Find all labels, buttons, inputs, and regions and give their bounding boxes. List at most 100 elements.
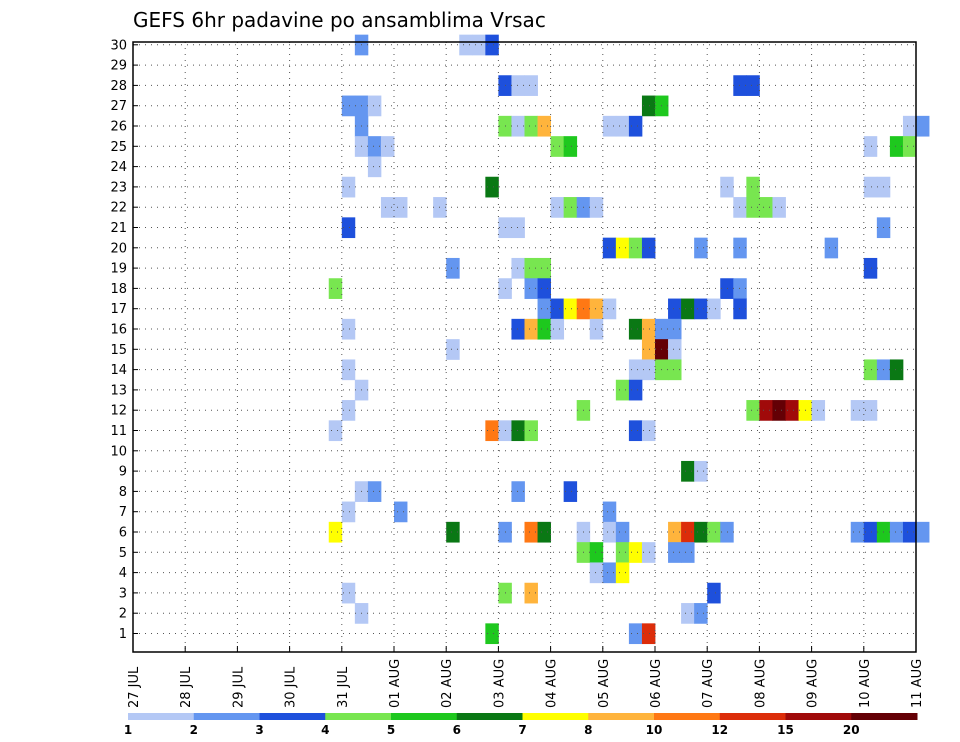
data-cell (563, 481, 578, 502)
data-cell (694, 603, 708, 624)
data-cell (668, 542, 682, 563)
data-cell (641, 318, 656, 340)
y-tick-label: 16 (110, 323, 127, 338)
colorbar-label: 12 (711, 723, 728, 737)
data-cell (341, 217, 356, 239)
y-tick-label: 3 (119, 586, 127, 601)
cells-layer (328, 34, 930, 645)
y-tick-label: 7 (119, 505, 127, 520)
data-cell (511, 257, 525, 279)
y-tick-label: 19 (110, 262, 127, 277)
data-cell (785, 400, 799, 421)
x-tick-label: 01 AUG (388, 659, 403, 708)
data-cell (380, 197, 395, 218)
data-cell (668, 298, 682, 320)
data-cell (446, 339, 460, 360)
plot-frame (132, 41, 917, 653)
data-cell (889, 359, 904, 381)
data-cell (511, 217, 525, 239)
data-cell (628, 623, 643, 645)
data-cell (772, 400, 786, 421)
x-axis-ticks: 27 JUL 28 JUL 29 JUL 30 JUL 31 JUL 01 AUG 02 A… (127, 646, 925, 708)
colorbar-label: 6 (453, 723, 461, 737)
data-cell (602, 521, 617, 543)
data-cell (524, 318, 538, 340)
data-cell (863, 136, 878, 157)
y-tick-label: 6 (119, 526, 127, 541)
y-tick-label: 28 (110, 79, 127, 94)
data-cell (341, 359, 356, 381)
colorbar-swatch (719, 713, 786, 720)
data-cell (589, 318, 604, 340)
colorbar-label: 10 (646, 723, 663, 737)
data-cell (641, 623, 656, 645)
data-cell (733, 197, 747, 218)
data-cell (772, 197, 786, 218)
x-tick-label: 27 JUL (127, 666, 142, 708)
data-cell (524, 278, 538, 299)
y-tick-label: 18 (110, 282, 127, 297)
data-cell (524, 115, 538, 137)
data-cell (602, 298, 617, 320)
data-cell (628, 359, 643, 381)
data-cell (328, 420, 343, 442)
data-cell (511, 481, 525, 502)
data-cell (511, 318, 525, 340)
data-cell (694, 237, 708, 259)
data-cell (472, 34, 486, 56)
y-tick-label: 23 (110, 180, 127, 195)
y-tick-label: 9 (119, 465, 127, 480)
data-cell (589, 197, 604, 218)
x-tick-label: 08 AUG (753, 659, 768, 708)
data-cell (537, 521, 551, 543)
data-cell (537, 278, 551, 299)
colorbar-label: 15 (777, 723, 794, 737)
data-cell (563, 136, 578, 157)
colorbar-label: 2 (190, 723, 198, 737)
colorbar-swatch (851, 713, 918, 720)
data-cell (524, 521, 538, 543)
data-cell (863, 359, 878, 381)
data-cell (863, 176, 878, 198)
y-tick-label: 26 (110, 120, 127, 135)
data-cell (485, 623, 499, 645)
data-cell (550, 298, 565, 320)
data-cell (746, 400, 760, 421)
data-cell (459, 34, 473, 56)
x-tick-label: 06 AUG (649, 659, 664, 708)
colorbar-swatch (325, 713, 392, 720)
data-cell (641, 339, 656, 360)
data-cell (863, 400, 878, 421)
data-cell (916, 521, 930, 543)
data-cell (537, 298, 551, 320)
y-tick-label: 14 (110, 363, 127, 378)
data-cell (681, 542, 695, 563)
colorbar-label: 4 (321, 723, 329, 737)
data-cell (668, 339, 682, 360)
data-cell (394, 501, 408, 523)
colorbar-swatch (391, 713, 458, 720)
data-cell (746, 75, 760, 96)
colorbar-swatch (128, 713, 195, 720)
y-tick-label: 30 (110, 38, 127, 53)
data-cell (341, 501, 356, 523)
colorbar-swatch (522, 713, 589, 720)
colorbar-label: 5 (387, 723, 395, 737)
data-cell (824, 237, 839, 259)
data-cell (850, 400, 865, 421)
y-tick-label: 29 (110, 59, 127, 74)
colorbar-swatch (456, 713, 523, 720)
y-axis-ticks: 1234567891011121314151617181920212223242… (110, 38, 138, 642)
data-cell (446, 257, 460, 279)
data-cell (589, 542, 604, 563)
y-tick-label: 2 (119, 607, 127, 622)
data-cell (602, 562, 617, 584)
data-cell (524, 75, 538, 96)
data-cell (707, 521, 721, 543)
colorbar-swatch (259, 713, 326, 720)
y-tick-label: 1 (119, 627, 127, 642)
data-cell (681, 460, 695, 482)
data-cell (668, 359, 682, 381)
data-cell (394, 197, 408, 218)
data-cell (720, 278, 734, 299)
